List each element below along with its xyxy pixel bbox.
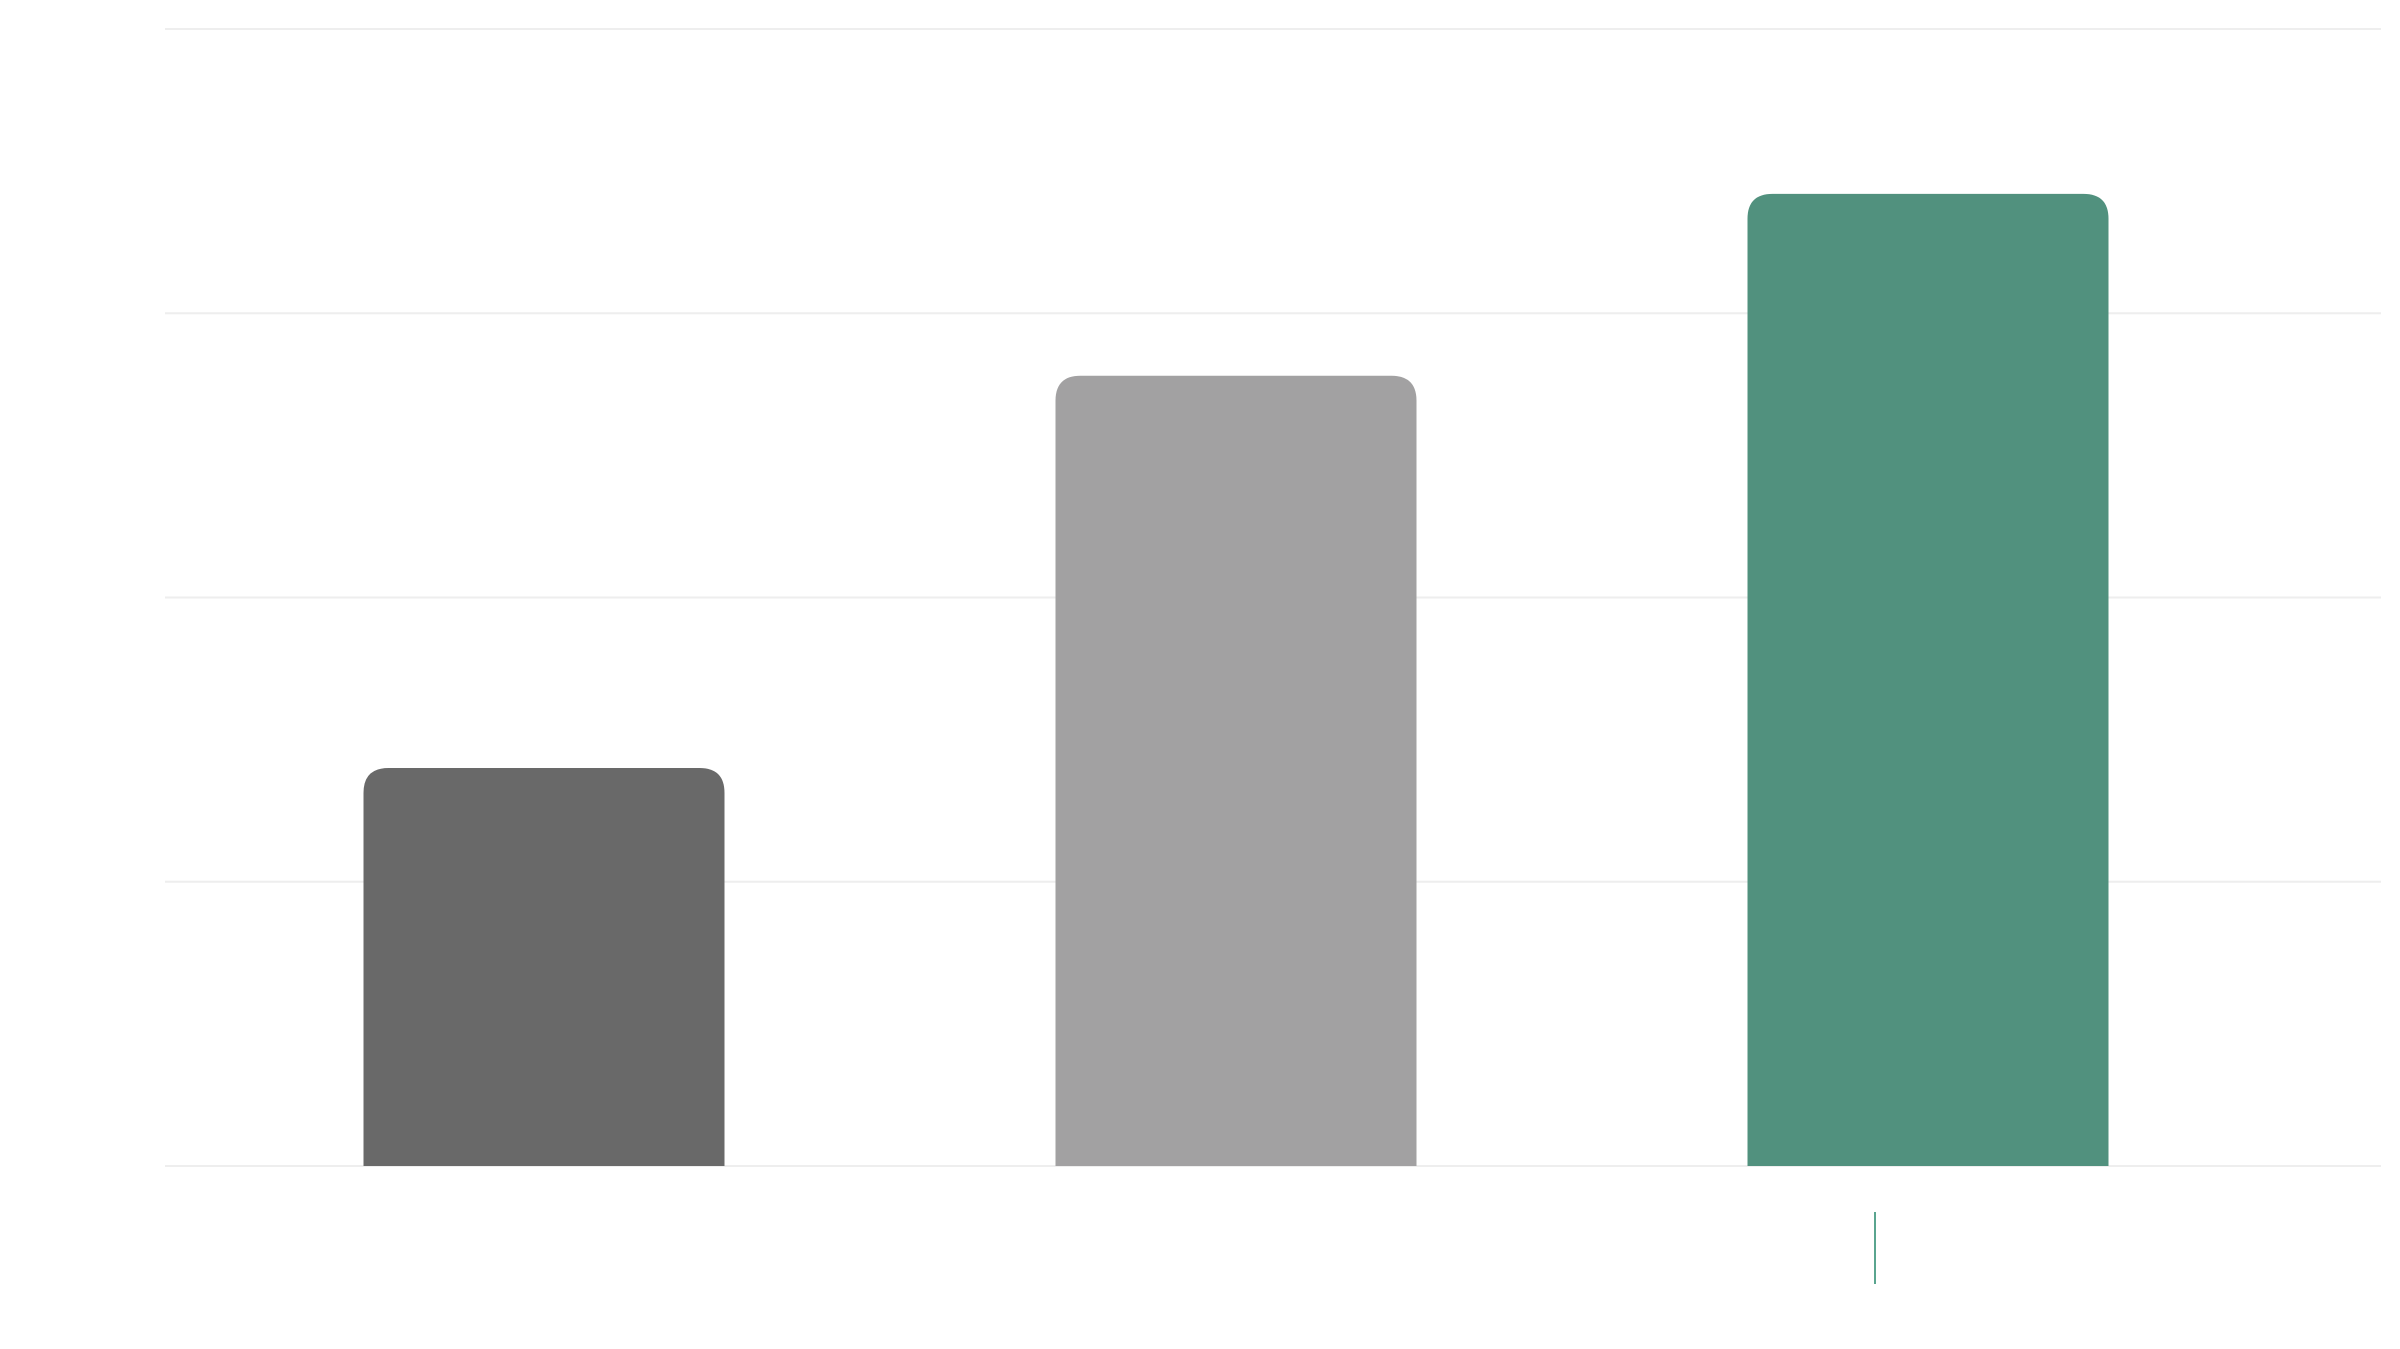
bar (363, 768, 725, 1166)
bar (1747, 193, 2109, 1167)
bar (1055, 375, 1417, 1166)
